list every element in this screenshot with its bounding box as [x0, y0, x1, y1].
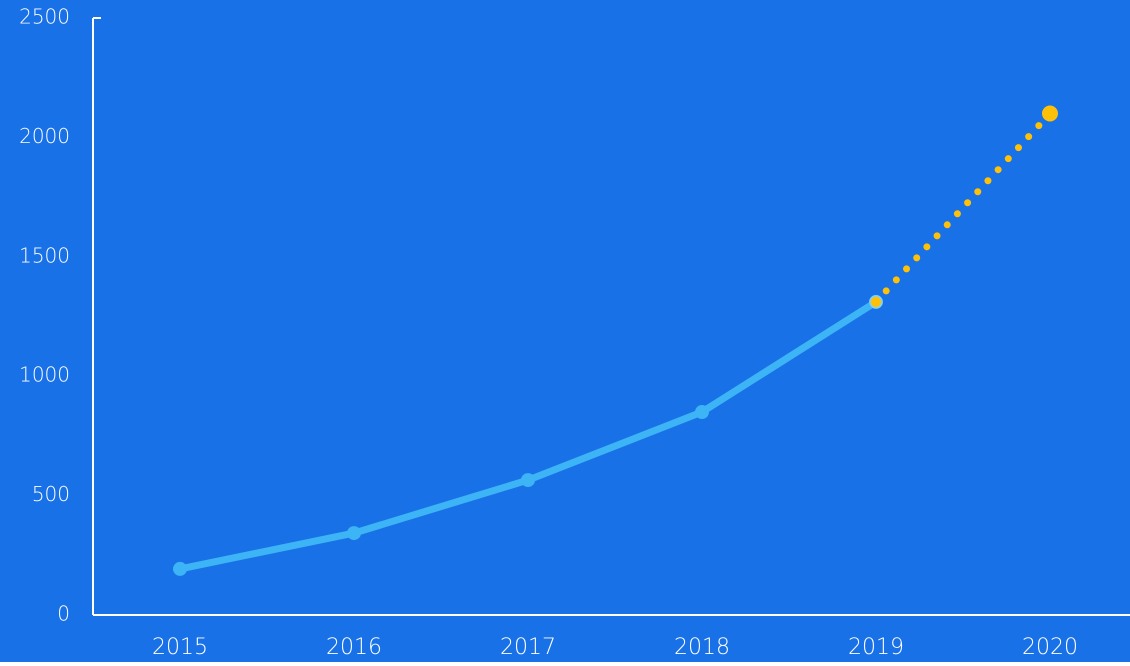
y-tick-label: 1000 [19, 363, 70, 387]
y-tick-label: 0 [57, 602, 70, 626]
y-tick-label: 1500 [19, 243, 70, 267]
data-point [173, 561, 187, 576]
y-tick-label: 2000 [19, 124, 70, 148]
x-tick-label: 2017 [500, 635, 556, 660]
data-point [521, 473, 535, 488]
y-tick-label: 500 [32, 482, 70, 506]
x-tick-label: 2018 [674, 635, 730, 660]
y-tick-label: 2500 [19, 5, 70, 29]
data-point [869, 295, 883, 309]
data-point [1042, 105, 1058, 122]
x-tick-label: 2015 [152, 635, 208, 660]
series-line [872, 110, 1054, 306]
x-tick-label: 2016 [326, 635, 382, 660]
data-point [347, 526, 361, 541]
data-point [695, 405, 709, 420]
x-tick-label: 2019 [848, 635, 904, 660]
x-tick-label: 2020 [1022, 635, 1078, 660]
